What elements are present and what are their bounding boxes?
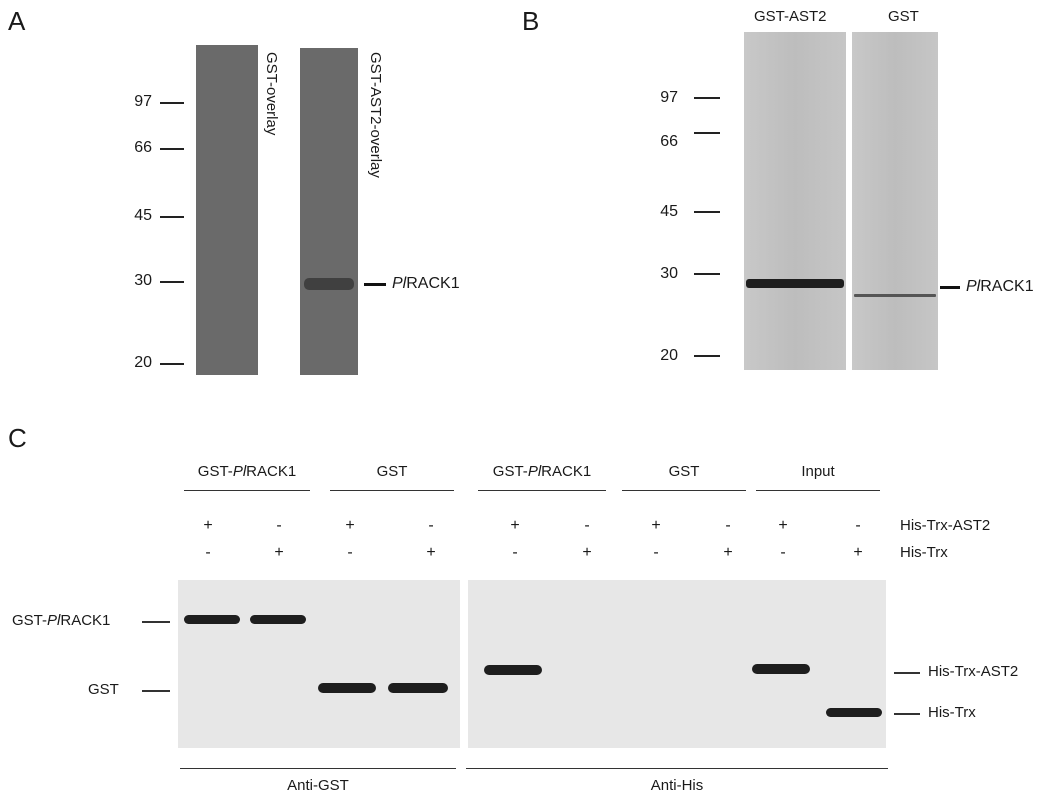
panel-b-rack1-band-gst bbox=[854, 294, 936, 297]
panel-a-mw-97: 97 bbox=[134, 93, 152, 110]
panel-c-right-line-2 bbox=[894, 713, 920, 715]
panel-c-group-5: Input bbox=[801, 463, 835, 480]
panel-c-blot-anti-his bbox=[468, 580, 886, 748]
panel-b-lane1-label: GST-AST2 bbox=[754, 8, 827, 25]
panel-c-sign-r2-5: - bbox=[512, 544, 518, 561]
panel-c-group-5-line bbox=[756, 490, 880, 491]
panel-c-left-label-gst: GST bbox=[88, 681, 119, 698]
panel-c-sign-r1-2: - bbox=[276, 517, 282, 534]
panel-c-left-label-gst-rack1: GST-PlRACK1 bbox=[12, 612, 111, 629]
panel-c-group-1: GST-PlRACK1 bbox=[197, 463, 297, 480]
panel-c-bottom-line-right bbox=[466, 768, 888, 769]
panel-c-sign-r1-9: + bbox=[778, 517, 788, 534]
panel-c-band-gst-1 bbox=[318, 683, 376, 693]
panel-c-sign-r2-9: - bbox=[780, 544, 786, 561]
panel-c-sign-r2-1: - bbox=[205, 544, 211, 561]
panel-c-sign-r2-10: + bbox=[853, 544, 863, 561]
panel-c-right-label-his-trx-ast2: His-Trx-AST2 bbox=[928, 663, 1019, 680]
panel-c-group-2: GST bbox=[376, 463, 408, 480]
panel-c-sign-r1-7: + bbox=[651, 517, 661, 534]
panel-a-lane1-label: GST-overlay bbox=[263, 52, 280, 136]
panel-c-sign-r1-10: - bbox=[855, 517, 861, 534]
panel-c-left-line-2 bbox=[142, 690, 170, 692]
panel-c-bottom-line-left bbox=[180, 768, 456, 769]
panel-c-right-label-his-trx: His-Trx bbox=[928, 704, 976, 721]
panel-a-mw-20: 20 bbox=[134, 354, 152, 371]
panel-c-group-3: GST-PlRACK1 bbox=[492, 463, 592, 480]
panel-b-tick-20 bbox=[694, 355, 720, 357]
panel-a-mw-45: 45 bbox=[134, 207, 152, 224]
panel-b-tick-30 bbox=[694, 273, 720, 275]
panel-b-mw-20: 20 bbox=[660, 347, 678, 364]
panel-a-lane2-label: GST-AST2-overlay bbox=[367, 52, 384, 178]
panel-c-sign-r2-2: + bbox=[274, 544, 284, 561]
panel-b-lane2-label: GST bbox=[888, 8, 919, 25]
panel-c-sign-r2-3: - bbox=[347, 544, 353, 561]
panel-c-sign-r2-7: - bbox=[653, 544, 659, 561]
panel-c-group-3-line bbox=[478, 490, 606, 491]
panel-c-group-1-line bbox=[184, 490, 310, 491]
panel-c-group-4: GST bbox=[668, 463, 700, 480]
panel-a-tick-20 bbox=[160, 363, 184, 365]
panel-a-rack1-band bbox=[304, 278, 354, 290]
panel-c-band-his-trx bbox=[826, 708, 882, 717]
panel-a-tick-45 bbox=[160, 216, 184, 218]
panel-b-mw-97: 97 bbox=[660, 89, 678, 106]
panel-b-rack1-label: PlRACK1 bbox=[966, 278, 1034, 295]
panel-b-mw-30: 30 bbox=[660, 265, 678, 282]
panel-c-sign-r2-4: + bbox=[426, 544, 436, 561]
panel-a-lane-gst bbox=[196, 45, 258, 375]
panel-a-tick-97 bbox=[160, 102, 184, 104]
panel-c-band-gst-rack1-2 bbox=[250, 615, 306, 624]
panel-c-bottom-label-anti-his: Anti-His bbox=[650, 777, 704, 794]
panel-b-rack1-marker bbox=[940, 286, 960, 289]
panel-c-row1-label: His-Trx-AST2 bbox=[900, 517, 991, 534]
panel-a-letter: A bbox=[8, 6, 26, 36]
panel-c-band-his-trx-ast2-2 bbox=[752, 664, 810, 674]
panel-c-left-line-1 bbox=[142, 621, 170, 623]
panel-c-sign-r1-3: + bbox=[345, 517, 355, 534]
panel-b-lane-gst bbox=[852, 32, 938, 370]
panel-c-sign-r1-4: - bbox=[428, 517, 434, 534]
panel-c-sign-r1-8: - bbox=[725, 517, 731, 534]
panel-c-sign-r2-8: + bbox=[723, 544, 733, 561]
panel-c-bottom-label-anti-gst: Anti-GST bbox=[287, 777, 349, 794]
panel-a-rack1-marker bbox=[364, 283, 386, 286]
panel-a-rack1-label: PlRACK1 bbox=[392, 275, 460, 292]
panel-c-band-gst-rack1-1 bbox=[184, 615, 240, 624]
panel-c-group-4-line bbox=[622, 490, 746, 491]
panel-b-rack1-band-gst-ast2 bbox=[746, 279, 844, 288]
panel-c-letter: C bbox=[8, 423, 27, 453]
panel-b-letter: B bbox=[522, 6, 540, 36]
panel-b-tick-97 bbox=[694, 97, 720, 99]
panel-b-mw-66: 66 bbox=[660, 133, 678, 150]
panel-c-sign-r1-6: - bbox=[584, 517, 590, 534]
panel-c-group-2-line bbox=[330, 490, 454, 491]
panel-a-mw-30: 30 bbox=[134, 272, 152, 289]
panel-b-lane-gst-ast2 bbox=[744, 32, 846, 370]
panel-c-sign-r1-1: + bbox=[203, 517, 213, 534]
panel-c-band-gst-2 bbox=[388, 683, 448, 693]
panel-a-lane-gst-ast2 bbox=[300, 48, 358, 375]
panel-b-mw-45: 45 bbox=[660, 203, 678, 220]
panel-c-right-line-1 bbox=[894, 672, 920, 674]
panel-c-sign-r2-6: + bbox=[582, 544, 592, 561]
panel-c-band-his-trx-ast2-1 bbox=[484, 665, 542, 675]
panel-a-mw-66: 66 bbox=[134, 139, 152, 156]
panel-a-tick-30 bbox=[160, 281, 184, 283]
panel-c-blot-anti-gst bbox=[178, 580, 460, 748]
panel-b-tick-45 bbox=[694, 211, 720, 213]
panel-c-sign-r1-5: + bbox=[510, 517, 520, 534]
panel-a-tick-66 bbox=[160, 148, 184, 150]
panel-c-row2-label: His-Trx bbox=[900, 544, 948, 561]
panel-b-tick-66 bbox=[694, 132, 720, 134]
